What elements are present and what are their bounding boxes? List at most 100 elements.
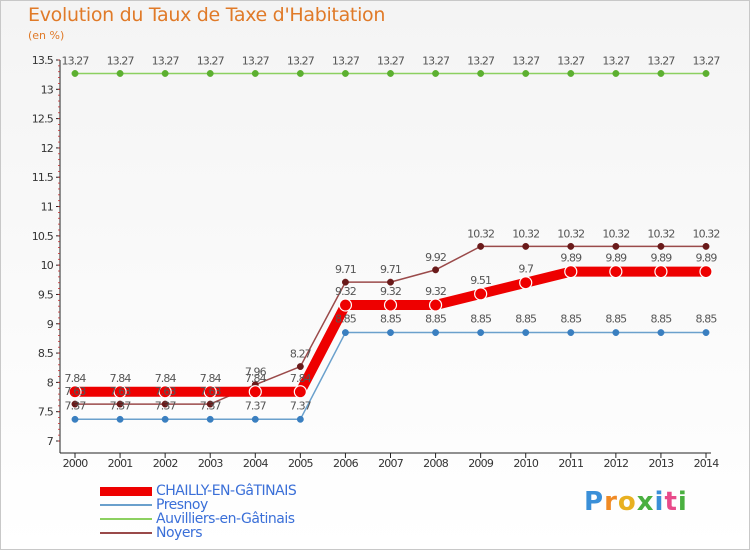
data-label: 9.89 [696, 252, 718, 265]
data-label: 8.85 [696, 313, 718, 326]
data-point [522, 329, 530, 337]
data-label: 13.27 [422, 54, 450, 67]
y-tick-label: 9 [47, 318, 54, 331]
data-point [71, 400, 79, 408]
data-label: 7.37 [245, 399, 267, 412]
data-label: 9.51 [470, 274, 491, 287]
data-point [609, 265, 623, 279]
data-point [474, 287, 488, 301]
data-point [383, 298, 398, 312]
data-label: 7.63 [65, 385, 87, 398]
data-point [248, 385, 262, 399]
logo-letter: P [584, 487, 605, 517]
x-tick-label: 2010 [513, 457, 539, 470]
y-tick-label: 11 [41, 201, 53, 214]
proxiti-logo[interactable]: Proxiti [584, 487, 688, 517]
data-label: 13.27 [512, 54, 540, 67]
data-point [432, 70, 440, 77]
data-label: 9.32 [335, 285, 356, 298]
data-label: 8.85 [425, 313, 447, 326]
data-label: 13.27 [332, 54, 360, 67]
data-point [567, 329, 575, 337]
x-tick-label: 2013 [649, 457, 675, 470]
legend-label: Noyers [156, 525, 203, 541]
data-label: 7.63 [110, 385, 132, 398]
legend-label: Presnoy [156, 497, 208, 513]
y-tick-label: 11.5 [32, 171, 54, 184]
data-label: 13.27 [693, 54, 721, 67]
y-tick-label: 7.5 [38, 406, 54, 419]
y-tick-label: 8 [47, 376, 54, 389]
data-point [71, 415, 79, 423]
data-point [432, 329, 440, 337]
logo-letter: o [617, 487, 637, 517]
data-label: 8.85 [515, 313, 537, 326]
data-label: 13.27 [647, 54, 675, 67]
data-point [477, 70, 485, 77]
data-label: 7.37 [65, 399, 87, 412]
data-label: 8.85 [650, 313, 672, 326]
data-point [161, 400, 169, 408]
data-label: 7.84 [290, 372, 312, 385]
data-point [293, 385, 307, 399]
data-label: 10.32 [693, 227, 720, 240]
x-tick-label: 2004 [243, 457, 269, 470]
data-point [296, 415, 304, 423]
data-point [116, 400, 124, 408]
data-label: 7.84 [155, 372, 177, 385]
x-tick-label: 2005 [288, 457, 314, 470]
data-label: 9.7 [518, 263, 534, 276]
data-label: 7.84 [200, 372, 222, 385]
logo-letter: t [664, 487, 678, 517]
data-point [387, 278, 394, 286]
x-tick-label: 2003 [198, 457, 224, 470]
data-label: 9.89 [560, 252, 582, 265]
data-point [251, 415, 259, 423]
data-point [432, 266, 440, 274]
logo-letter: i [677, 487, 688, 517]
logo-letter: x [636, 487, 655, 517]
data-point [296, 363, 304, 371]
data-label: 8.85 [470, 313, 492, 326]
x-tick-label: 2002 [153, 457, 178, 470]
data-label: 13.27 [152, 54, 180, 67]
data-label: 10.32 [647, 227, 674, 240]
data-label: 7.63 [200, 385, 222, 398]
data-point [158, 385, 172, 399]
data-point [116, 415, 124, 423]
x-tick-label: 2008 [423, 457, 449, 470]
data-point [612, 242, 620, 250]
data-point [251, 70, 259, 77]
data-label: 9.32 [380, 285, 401, 298]
logo-letter: r [604, 487, 618, 517]
data-label: 9.71 [380, 263, 401, 276]
data-point [387, 70, 394, 77]
data-point [657, 70, 665, 77]
data-point [341, 70, 349, 77]
data-point [338, 298, 353, 312]
data-label: 13.27 [62, 54, 90, 67]
data-label: 10.32 [602, 227, 629, 240]
data-point [387, 329, 394, 337]
data-label: 13.27 [197, 54, 225, 67]
data-label: 8.85 [605, 313, 627, 326]
data-point [203, 385, 217, 399]
data-label: 13.27 [287, 54, 315, 67]
data-label: 9.89 [605, 252, 627, 265]
data-point [477, 329, 485, 337]
data-point [522, 242, 530, 250]
chart-unit-label: (en %) [28, 29, 65, 42]
data-point [657, 242, 665, 250]
data-label: 9.89 [650, 252, 672, 265]
data-label: 13.27 [377, 54, 405, 67]
legend-swatch-auvilliers [100, 518, 152, 520]
y-tick-label: 13 [41, 83, 54, 96]
legend-label: CHAILLY-EN-GâTINAIS [156, 483, 297, 499]
x-tick-label: 2012 [603, 457, 628, 470]
data-label: 7.37 [110, 399, 132, 412]
data-label: 9.71 [335, 263, 356, 276]
data-point [654, 265, 668, 279]
data-label: 7.37 [290, 399, 312, 412]
y-tick-label: 7 [47, 435, 54, 448]
